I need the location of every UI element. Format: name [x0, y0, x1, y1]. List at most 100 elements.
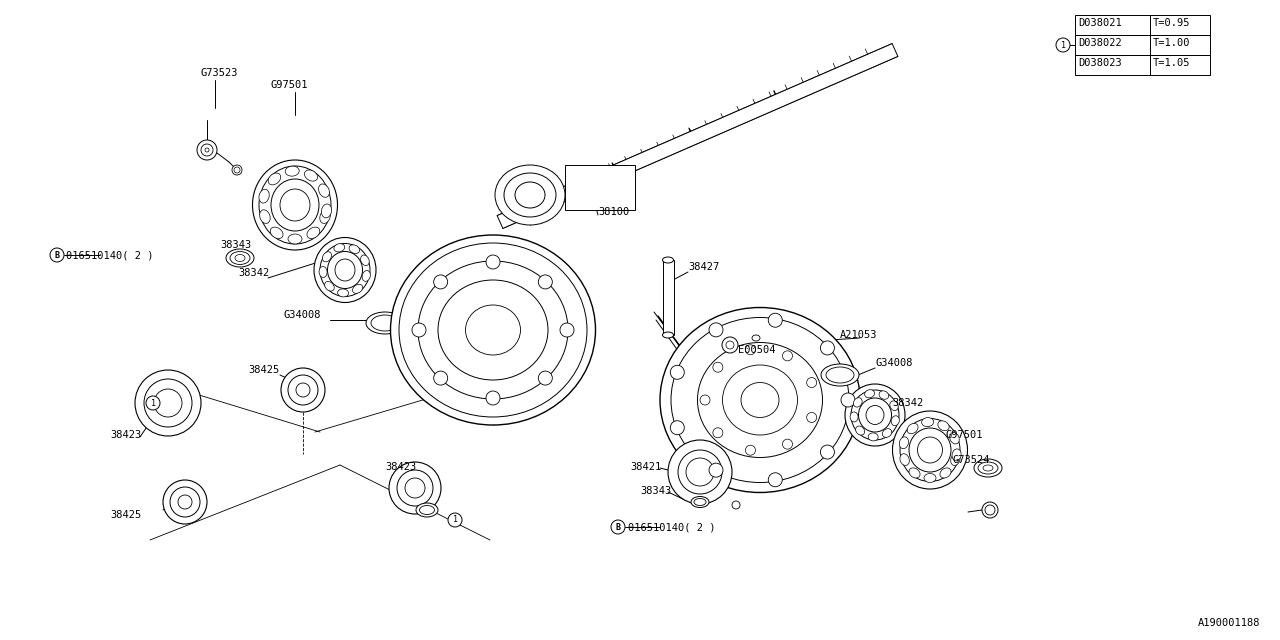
Circle shape [986, 505, 995, 515]
Text: 016510140( 2 ): 016510140( 2 ) [628, 522, 716, 532]
Circle shape [700, 395, 710, 405]
Ellipse shape [390, 235, 595, 425]
Ellipse shape [515, 182, 545, 208]
Ellipse shape [741, 383, 780, 417]
Circle shape [178, 495, 192, 509]
Circle shape [713, 362, 723, 372]
Circle shape [397, 470, 433, 506]
Polygon shape [497, 44, 897, 228]
Circle shape [539, 371, 553, 385]
Circle shape [713, 428, 723, 438]
Ellipse shape [867, 406, 884, 424]
Ellipse shape [259, 166, 332, 244]
Ellipse shape [466, 305, 521, 355]
Ellipse shape [974, 459, 1002, 477]
Circle shape [434, 275, 448, 289]
Text: 38100: 38100 [598, 207, 630, 217]
Ellipse shape [983, 465, 993, 471]
Ellipse shape [269, 173, 280, 185]
Text: 1: 1 [1061, 40, 1065, 49]
Ellipse shape [663, 257, 673, 263]
Circle shape [232, 165, 242, 175]
Ellipse shape [891, 416, 900, 426]
Text: 016510140( 2 ): 016510140( 2 ) [67, 250, 154, 260]
Ellipse shape [879, 391, 888, 399]
Text: G34008: G34008 [283, 310, 320, 320]
Text: 38342: 38342 [238, 268, 269, 278]
Text: G34008: G34008 [876, 358, 913, 368]
Circle shape [539, 275, 553, 289]
Ellipse shape [978, 462, 998, 474]
Ellipse shape [845, 384, 905, 446]
Circle shape [806, 378, 817, 388]
Text: T=1.05: T=1.05 [1153, 58, 1190, 68]
Ellipse shape [416, 503, 438, 517]
Ellipse shape [252, 160, 338, 250]
Ellipse shape [320, 210, 330, 223]
Ellipse shape [868, 433, 878, 441]
Ellipse shape [314, 237, 376, 303]
Ellipse shape [320, 243, 370, 296]
Circle shape [726, 341, 733, 349]
Text: D038021: D038021 [1078, 18, 1121, 28]
Ellipse shape [900, 419, 960, 481]
Ellipse shape [399, 243, 588, 417]
Ellipse shape [826, 367, 854, 383]
Text: 38423: 38423 [385, 462, 416, 472]
Circle shape [806, 412, 817, 422]
Text: G97501: G97501 [270, 80, 307, 90]
Ellipse shape [940, 468, 951, 478]
Text: G73523: G73523 [200, 68, 238, 78]
Ellipse shape [951, 454, 960, 465]
Ellipse shape [230, 252, 250, 264]
Text: 38342: 38342 [892, 398, 923, 408]
Bar [663, 260, 675, 335]
Circle shape [820, 341, 835, 355]
Circle shape [404, 478, 425, 498]
Circle shape [668, 440, 732, 504]
Text: G73524: G73524 [952, 455, 989, 465]
Circle shape [561, 323, 573, 337]
Circle shape [486, 391, 500, 405]
Text: 38343: 38343 [640, 486, 671, 496]
Ellipse shape [361, 255, 369, 266]
Ellipse shape [924, 474, 936, 483]
Text: B: B [616, 522, 621, 531]
Ellipse shape [260, 210, 270, 223]
Ellipse shape [335, 259, 355, 281]
Ellipse shape [918, 437, 942, 463]
Ellipse shape [227, 249, 253, 267]
Ellipse shape [922, 417, 933, 427]
Circle shape [50, 248, 64, 262]
Ellipse shape [660, 307, 860, 493]
Circle shape [745, 445, 755, 455]
Ellipse shape [420, 506, 434, 515]
Ellipse shape [328, 252, 362, 289]
Ellipse shape [280, 189, 310, 221]
Circle shape [134, 370, 201, 436]
Bar [1149, 15, 1210, 35]
Text: 38425: 38425 [248, 365, 279, 375]
Ellipse shape [321, 204, 332, 218]
Circle shape [197, 140, 218, 160]
Circle shape [412, 323, 426, 337]
Text: D038023: D038023 [1078, 58, 1121, 68]
Circle shape [434, 371, 448, 385]
Ellipse shape [882, 429, 892, 437]
Ellipse shape [864, 390, 874, 398]
Circle shape [782, 351, 792, 361]
Bar [1075, 35, 1149, 55]
Circle shape [448, 513, 462, 527]
Ellipse shape [362, 271, 370, 282]
Ellipse shape [305, 170, 317, 181]
Ellipse shape [854, 397, 863, 407]
Ellipse shape [338, 289, 348, 297]
Text: B: B [55, 250, 59, 259]
Ellipse shape [892, 411, 968, 489]
Circle shape [163, 480, 207, 524]
Ellipse shape [950, 433, 959, 444]
Circle shape [671, 365, 685, 380]
Text: G97501: G97501 [945, 430, 983, 440]
Circle shape [288, 375, 317, 405]
Ellipse shape [820, 364, 859, 386]
